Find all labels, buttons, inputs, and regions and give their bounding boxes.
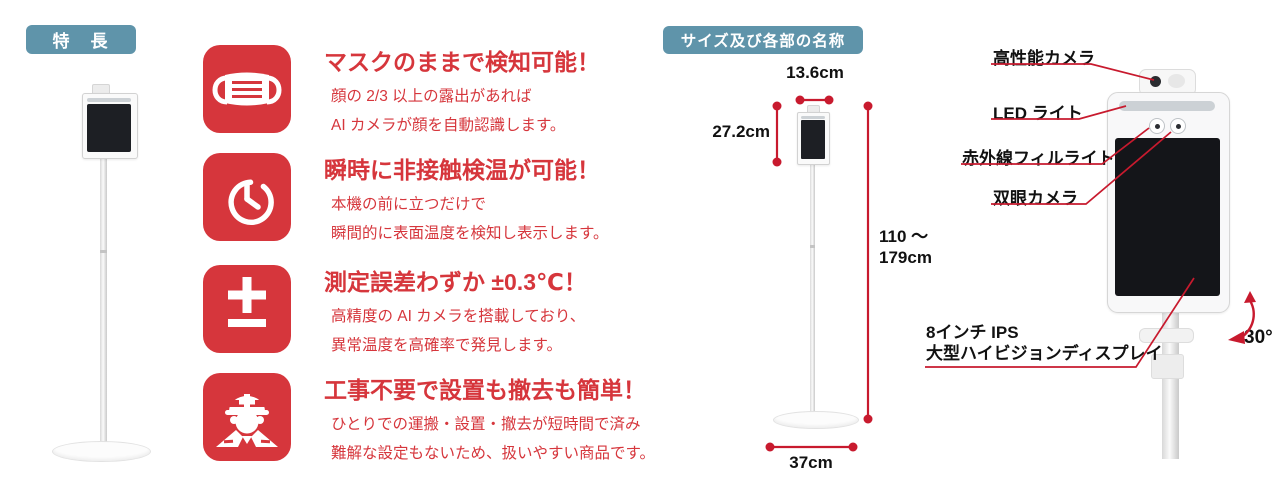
label-display-line2: 大型ハイビジョンディスプレイ — [926, 344, 1163, 363]
module-detail-oval — [1168, 74, 1185, 88]
feature-description-line: AI カメラが顔を自動認識します。 — [331, 117, 566, 134]
binocular-camera-lens — [1170, 118, 1186, 134]
label-infrared-fill-light: 赤外線フィルライト — [962, 149, 1115, 168]
dim-base-width: 37cm — [789, 453, 833, 472]
tilt-arrow-head-left — [1228, 331, 1245, 344]
device-display — [1115, 138, 1220, 296]
led-light-bar — [1119, 101, 1215, 111]
features-header-badge: 特 長 — [26, 25, 136, 54]
feature-description-line: 異常温度を高確率で発見します。 — [331, 337, 562, 354]
stand-base — [773, 411, 859, 429]
construction-worker-icon — [203, 373, 291, 461]
feature-description-line: 顔の 2/3 以上の露出があれば — [331, 88, 532, 105]
dim-dot — [863, 101, 873, 111]
dim-dot — [772, 157, 782, 167]
clock-icon — [203, 153, 291, 241]
feature-description-line: 高精度の AI カメラを搭載しており、 — [331, 308, 586, 325]
dim-stand-height-line2: 179cm — [879, 248, 932, 267]
stand-base — [52, 441, 151, 462]
dim-dot — [824, 95, 834, 105]
dim-device-height: 27.2cm — [712, 122, 770, 141]
feature-title: マスクのままで検知可能！ — [324, 49, 600, 75]
dim-device-width: 13.6cm — [786, 63, 844, 82]
mask-icon-glyph — [212, 72, 282, 106]
feature-item-instant-temp: 瞬時に非接触検温が可能！ 本機の前に立つだけで 瞬間的に表面温度を検知し表示しま… — [203, 153, 608, 248]
label-led-light: LED ライト — [993, 104, 1083, 123]
camera-lens — [1150, 76, 1161, 87]
feature-title: 測定誤差わずか ±0.3℃！ — [324, 269, 587, 295]
device-screen — [87, 104, 131, 152]
size-header-badge: サイズ及び各部の名称 — [663, 26, 863, 54]
feature-description-line: 本機の前に立つだけで — [331, 196, 487, 213]
feature-item-mask: マスクのままで検知可能！ 顔の 2/3 以上の露出があれば AI カメラが顔を自… — [203, 45, 600, 140]
plus-minus-icon-glyph — [228, 277, 266, 327]
feature-title: 工事不要で設置も撤去も簡単！ — [324, 377, 646, 403]
plus-minus-icon — [203, 265, 291, 353]
feature-item-accuracy: 測定誤差わずか ±0.3℃！ 高精度の AI カメラを搭載しており、 異常温度を… — [203, 265, 587, 360]
device-screen — [801, 120, 825, 159]
features-header-label: 特 長 — [52, 32, 110, 51]
dim-dot — [848, 442, 858, 452]
dim-stand-height-line1: 110 〜 — [879, 227, 929, 246]
label-display: 8インチ IPS 大型ハイビジョンディスプレイ — [926, 322, 1162, 364]
label-display-line1: 8インチ IPS — [926, 323, 1019, 342]
construction-worker-icon-glyph — [216, 394, 278, 447]
feature-title: 瞬時に非接触検温が可能！ — [324, 157, 600, 183]
mask-icon — [203, 45, 291, 133]
tilt-arrow-head-up — [1244, 291, 1256, 303]
dim-dot — [772, 101, 782, 111]
pole-height-adjuster — [810, 245, 815, 248]
dim-dot — [863, 414, 873, 424]
dim-dot — [795, 95, 805, 105]
stand-pole — [810, 162, 815, 417]
label-high-performance-camera: 高性能カメラ — [993, 49, 1095, 68]
feature-description-line: 難解な設定もないため、扱いやすい商品です。 — [331, 445, 655, 462]
label-binocular-camera: 双眼カメラ — [993, 189, 1078, 208]
label-tilt-angle: 30° — [1244, 327, 1273, 348]
dim-dot — [765, 442, 775, 452]
dim-stand-height: 110 〜 179cm — [879, 226, 932, 268]
led-light-bar — [801, 116, 825, 119]
feature-description-line: 瞬間的に表面温度を検知し表示します。 — [331, 225, 609, 242]
stand-pole — [100, 156, 107, 450]
clock-icon-glyph — [228, 179, 274, 226]
size-header-label: サイズ及び各部の名称 — [680, 33, 846, 50]
pole-height-adjuster — [100, 250, 107, 253]
infrared-fill-light-lens — [1149, 118, 1165, 134]
feature-description-line: ひとりでの運搬・設置・撤去が短時間で済み — [331, 416, 641, 433]
feature-item-easy-install: 工事不要で設置も撤去も簡単！ ひとりでの運搬・設置・撤去が短時間で済み 難解な設… — [203, 373, 655, 468]
led-light-bar — [87, 98, 131, 102]
